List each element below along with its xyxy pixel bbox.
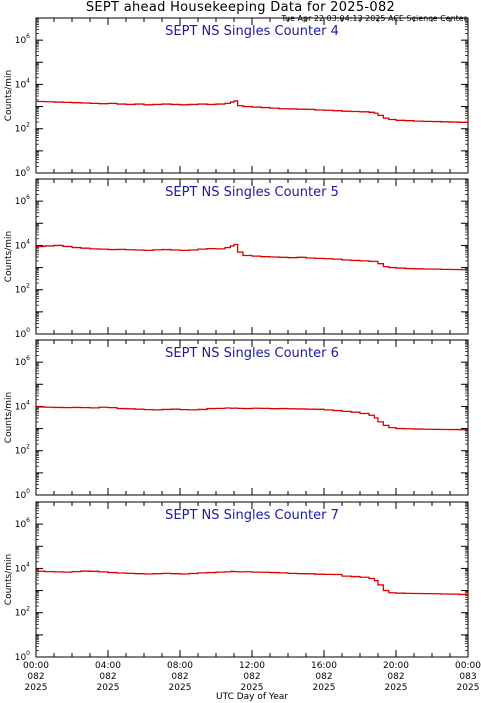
y-axis-label: Counts/min — [4, 554, 14, 605]
panel-title: SEPT NS Singles Counter 6 — [165, 346, 339, 361]
x-tick-label: 082 — [315, 672, 332, 682]
x-tick-label: 00:00 — [23, 661, 49, 671]
x-tick-label: 08:00 — [167, 661, 193, 671]
panel-1: 100 102 104 106 Counts/min SEPT NS Singles Co… — [4, 17, 469, 179]
x-tick-label: 20:00 — [383, 661, 409, 671]
plot-frame — [35, 339, 469, 496]
series-line — [36, 406, 469, 431]
y-axis-label: Counts/min — [4, 70, 14, 121]
x-tick-label: 2025 — [385, 683, 408, 693]
series-line — [36, 100, 469, 123]
x-tick-label: 2025 — [97, 683, 120, 693]
x-tick-label: 2025 — [457, 683, 480, 693]
series-line — [36, 570, 469, 596]
y-tick-label: 100 — [15, 327, 30, 340]
y-tick-label: 102 — [15, 444, 30, 457]
x-tick-label: 2025 — [169, 683, 192, 693]
x-tick-label: 082 — [387, 672, 404, 682]
x-axis-label: UTC Day of Year — [216, 692, 288, 702]
y-tick-label: 102 — [15, 283, 30, 296]
y-axis-label: Counts/min — [4, 392, 14, 443]
y-tick-label: 104 — [15, 77, 30, 90]
y-axis-label: Counts/min — [4, 231, 14, 282]
plot-frame — [35, 501, 469, 658]
y-tick-label: 106 — [15, 355, 30, 368]
y-tick-label: 106 — [15, 33, 30, 46]
y-tick-label: 102 — [15, 606, 30, 619]
x-tick-labels: 00:00082202504:00082202508:00082202512:0… — [23, 661, 481, 693]
y-tick-label: 100 — [15, 488, 30, 501]
x-tick-label: 2025 — [241, 683, 264, 693]
plot-frame — [35, 17, 469, 174]
x-tick-label: 04:00 — [95, 661, 121, 671]
y-tick-label: 104 — [15, 561, 30, 574]
x-tick-label: 16:00 — [311, 661, 337, 671]
x-tick-label: 2025 — [313, 683, 336, 693]
y-tick-label: 106 — [15, 194, 30, 207]
y-tick-label: 106 — [15, 517, 30, 530]
y-tick-label: 102 — [15, 122, 30, 135]
x-tick-label: 082 — [27, 672, 44, 682]
panel-title: SEPT NS Singles Counter 7 — [165, 508, 339, 523]
x-tick-label: 083 — [459, 672, 476, 682]
panel-title: SEPT NS Singles Counter 4 — [165, 24, 339, 39]
x-tick-label: 2025 — [25, 683, 48, 693]
y-tick-label: 100 — [15, 650, 30, 663]
panel-2: 100 102 104 106 Counts/min SEPT NS Singles Co… — [4, 178, 469, 340]
y-tick-label: 104 — [15, 238, 30, 251]
x-tick-label: 12:00 — [239, 661, 265, 671]
panel-4: 100 102 104 106 Counts/min SEPT NS Singles Co… — [4, 501, 469, 663]
x-tick-label: 082 — [171, 672, 188, 682]
x-tick-label: 082 — [99, 672, 116, 682]
series-line — [36, 243, 469, 271]
y-tick-label: 100 — [15, 166, 30, 179]
x-tick-label: 00:00 — [455, 661, 481, 671]
panel-3: 100 102 104 106 Counts/min SEPT NS Singles Co… — [4, 339, 469, 501]
panel-title: SEPT NS Singles Counter 5 — [165, 185, 339, 200]
y-tick-label: 104 — [15, 399, 30, 412]
x-tick-label: 082 — [243, 672, 260, 682]
page-title: SEPT ahead Housekeeping Data for 2025-08… — [85, 0, 396, 15]
